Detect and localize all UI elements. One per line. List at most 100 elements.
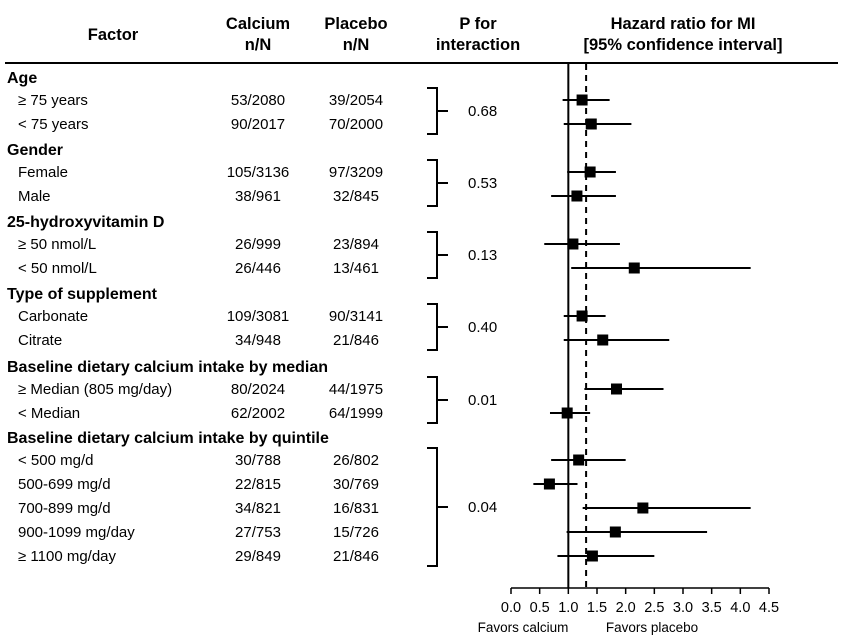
interaction-bracket (427, 303, 438, 351)
p-interaction-value: 0.68 (468, 103, 497, 120)
row-label: 500-699 mg/d (18, 476, 111, 493)
row-label: ≥ Median (805 mg/day) (18, 381, 172, 398)
calcium-count: 30/788 (235, 452, 281, 469)
placebo-count: 21/846 (333, 548, 379, 565)
p-interaction-value: 0.01 (468, 392, 497, 409)
row-label: Male (18, 188, 51, 205)
calcium-count: 80/2024 (231, 381, 285, 398)
placebo-count: 44/1975 (329, 381, 383, 398)
footer-favors-calcium: Favors calcium (478, 620, 569, 635)
row-label: Female (18, 164, 68, 181)
header-factor: Factor (88, 26, 139, 44)
placebo-count: 39/2054 (329, 92, 383, 109)
row-label: ≥ 75 years (18, 92, 88, 109)
calcium-count: 34/948 (235, 332, 281, 349)
calcium-count: 34/821 (235, 500, 281, 517)
x-tick-label: 3.0 (673, 600, 693, 616)
interaction-bracket (427, 376, 438, 424)
row-label: < Median (18, 405, 80, 422)
header-calcium-line1: Calcium (226, 15, 290, 33)
header-placebo-line1: Placebo (324, 15, 387, 33)
calcium-count: 109/3081 (227, 308, 290, 325)
hazard-ratio-point (543, 478, 555, 490)
p-interaction-value: 0.13 (468, 247, 497, 264)
x-tick-label: 0.0 (501, 600, 521, 616)
group-title: Baseline dietary calcium intake by media… (7, 359, 328, 376)
p-interaction-value: 0.53 (468, 175, 497, 192)
interaction-bracket (427, 87, 438, 135)
hazard-ratio-point (637, 502, 649, 514)
group-title: Type of supplement (7, 286, 158, 303)
row-label: Citrate (18, 332, 62, 349)
header-hazard-line2: [95% confidence interval] (584, 36, 783, 54)
x-tick-label: 0.5 (530, 600, 550, 616)
x-tick-label: 4.0 (730, 600, 750, 616)
hazard-ratio-point (576, 94, 588, 106)
header-placebo-line2: n/N (343, 36, 370, 54)
hazard-ratio-point (584, 166, 596, 178)
subgroup-table: Age ≥ 75 years 53/2080 39/2054 < 75 years 90/… (7, 70, 497, 567)
placebo-count: 70/2000 (329, 116, 383, 133)
hazard-ratio-point (597, 334, 609, 346)
footer-favors-placebo: Favors placebo (606, 620, 698, 635)
header-p-line1: P for (459, 15, 497, 33)
hazard-ratio-point (586, 550, 598, 562)
calcium-count: 29/849 (235, 548, 281, 565)
placebo-count: 32/845 (333, 188, 379, 205)
hazard-ratio-point (610, 383, 622, 395)
placebo-count: 15/726 (333, 524, 379, 541)
row-label: ≥ 1100 mg/day (18, 548, 117, 565)
calcium-count: 26/999 (235, 236, 281, 253)
row-label: Carbonate (18, 308, 88, 325)
group-title: Gender (7, 142, 63, 159)
x-tick-label: 4.5 (759, 600, 779, 616)
calcium-count: 53/2080 (231, 92, 285, 109)
p-interaction-value: 0.40 (468, 319, 497, 336)
p-interaction-value: 0.04 (468, 499, 497, 516)
group-title: Age (7, 70, 37, 87)
placebo-count: 21/846 (333, 332, 379, 349)
hazard-ratio-point (561, 407, 573, 419)
x-tick-label: 2.5 (644, 600, 664, 616)
x-tick-label: 3.5 (702, 600, 722, 616)
calcium-count: 26/446 (235, 260, 281, 277)
x-tick-label: 1.0 (558, 600, 578, 616)
header: Factor Calcium n/N Placebo n/N P for int… (5, 15, 838, 64)
header-calcium-line2: n/N (245, 36, 272, 54)
x-tick-label: 1.5 (587, 600, 607, 616)
hazard-ratio-point (567, 238, 579, 250)
group-title: 25-hydroxyvitamin D (7, 214, 164, 231)
row-label: ≥ 50 nmol/L (18, 236, 96, 253)
header-p-line2: interaction (436, 36, 520, 54)
placebo-count: 23/894 (333, 236, 379, 253)
hazard-ratio-point (573, 454, 585, 466)
row-label: < 500 mg/d (18, 452, 93, 469)
x-tick-label: 2.0 (616, 600, 636, 616)
placebo-count: 16/831 (333, 500, 379, 517)
calcium-count: 27/753 (235, 524, 281, 541)
interaction-bracket (427, 447, 438, 567)
hazard-ratio-point (576, 310, 588, 322)
forest-plot-area: 0.0 0.5 1.0 1.5 2.0 2.5 3.0 3.5 4.0 4.5 Favors cal… (478, 64, 779, 635)
header-hazard-line1: Hazard ratio for MI (611, 15, 756, 33)
row-label: < 50 nmol/L (18, 260, 97, 277)
hazard-ratio-point (628, 262, 640, 274)
calcium-count: 90/2017 (231, 116, 285, 133)
interaction-bracket (427, 159, 438, 207)
placebo-count: 26/802 (333, 452, 379, 469)
placebo-count: 30/769 (333, 476, 379, 493)
hazard-ratio-point (609, 526, 621, 538)
placebo-count: 13/461 (333, 260, 379, 277)
interaction-bracket (427, 231, 438, 279)
placebo-count: 97/3209 (329, 164, 383, 181)
hazard-ratio-point (585, 118, 597, 130)
placebo-count: 64/1999 (329, 405, 383, 422)
row-label: < 75 years (18, 116, 88, 133)
calcium-count: 38/961 (235, 188, 281, 205)
hazard-ratio-point (571, 190, 583, 202)
row-label: 900-1099 mg/day (18, 524, 135, 541)
row-label: 700-899 mg/d (18, 500, 111, 517)
placebo-count: 90/3141 (329, 308, 383, 325)
calcium-count: 62/2002 (231, 405, 285, 422)
